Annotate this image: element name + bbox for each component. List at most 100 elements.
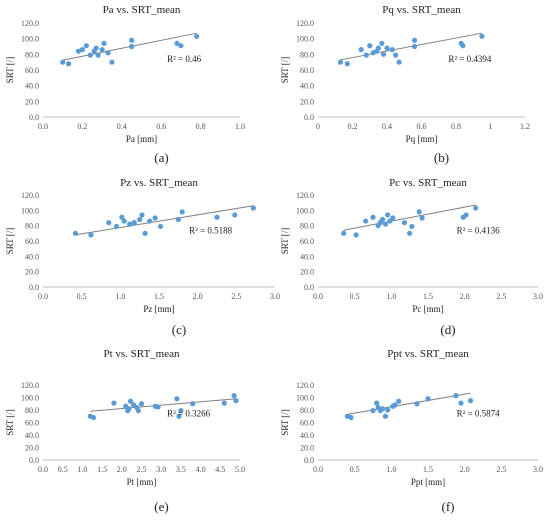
y-tick-label: 80.0 xyxy=(300,50,314,59)
x-tick-label: 3.0 xyxy=(533,465,543,474)
x-tick-label: 1.0 xyxy=(386,465,396,474)
x-tick-label: 2.5 xyxy=(496,292,506,301)
data-point xyxy=(363,218,369,224)
x-tick-label: 1.0 xyxy=(235,122,245,131)
data-point xyxy=(175,216,181,223)
data-point xyxy=(385,212,391,218)
r-squared-label: R² = 0.4394 xyxy=(448,54,492,64)
data-point xyxy=(460,43,466,49)
data-point xyxy=(152,215,158,221)
x-tick-label: 0.4 xyxy=(117,122,127,131)
x-tick-label: 0.2 xyxy=(77,122,87,131)
y-tick-label: 80.0 xyxy=(25,406,39,415)
data-point xyxy=(179,209,185,215)
data-point xyxy=(99,47,105,53)
scatter-panel-6: Ppt vs. SRT_mean 0.0 20.0 40.0 60.0 80.0 100.0… xyxy=(280,348,543,514)
y-tick-label: 60.0 xyxy=(300,66,314,75)
data-point xyxy=(382,413,389,419)
data-point xyxy=(72,230,79,236)
data-point xyxy=(88,232,94,238)
x-tick-label: 1.0 xyxy=(115,292,125,301)
x-tick-label: 0.5 xyxy=(77,292,87,301)
x-axis-label: Pc [mm] xyxy=(412,304,443,314)
x-tick-label: 0.0 xyxy=(38,122,48,131)
data-point xyxy=(412,43,418,50)
data-point xyxy=(221,400,227,406)
x-tick-label: 2.0 xyxy=(460,465,470,474)
y-tick-label: 80.0 xyxy=(25,222,39,231)
x-tick-label: 0 xyxy=(316,122,320,131)
x-tick-label: 1.5 xyxy=(154,292,164,301)
data-point xyxy=(121,218,127,224)
data-point xyxy=(367,43,373,49)
x-tick-label: 0.5 xyxy=(350,292,360,301)
y-tick-label: 60.0 xyxy=(300,237,314,246)
data-point xyxy=(353,232,359,238)
trendline xyxy=(343,204,476,231)
data-point xyxy=(174,40,180,46)
data-point xyxy=(113,223,120,230)
data-point xyxy=(174,396,180,402)
data-point xyxy=(390,215,396,221)
chart-title: Pq vs. SRT_mean xyxy=(382,4,461,16)
data-point xyxy=(396,398,402,404)
scatter-panel-5: Pt vs. SRT_mean 0.0 20.0 40.0 60.0 80.0 100.0 1… xyxy=(5,348,245,514)
data-point xyxy=(142,230,148,236)
x-tick-label: 2.0 xyxy=(193,292,203,301)
data-point xyxy=(374,400,380,406)
y-tick-label: 80.0 xyxy=(300,406,314,415)
y-tick-label: 20.0 xyxy=(300,444,314,453)
y-tick-label: 120.0 xyxy=(296,381,314,390)
data-point xyxy=(337,59,344,65)
data-point xyxy=(416,209,422,215)
x-tick-label: 1 xyxy=(489,122,493,131)
data-point xyxy=(419,215,425,221)
x-tick-label: 0.8 xyxy=(451,122,461,131)
data-point xyxy=(341,230,347,236)
x-tick-label: 0.0 xyxy=(38,292,48,301)
data-point xyxy=(231,393,237,399)
y-tick-label: 0.0 xyxy=(29,283,39,292)
x-axis-label: Pt [mm] xyxy=(127,477,157,487)
y-tick-label: 20.0 xyxy=(300,268,314,277)
y-tick-label: 100.0 xyxy=(21,206,39,215)
y-tick-label: 100.0 xyxy=(296,394,314,403)
y-tick-label: 80.0 xyxy=(300,222,314,231)
data-point xyxy=(135,408,141,414)
data-point xyxy=(95,52,101,58)
r-squared-label: R² = 0.5188 xyxy=(189,225,233,235)
r-squared-label: R² = 0.5874 xyxy=(457,408,501,418)
y-tick-label: 0.0 xyxy=(29,456,39,465)
y-tick-label: 20.0 xyxy=(300,97,314,106)
data-point xyxy=(467,398,474,404)
data-point xyxy=(479,33,485,39)
data-point xyxy=(87,52,93,58)
data-point xyxy=(379,40,385,46)
scatter-panel-1: Pa vs. SRT_mean 0.0 20.0 40.0 60.0 80.0 100.0 1… xyxy=(5,4,245,165)
y-axis-label: SRT [/] xyxy=(280,409,290,436)
x-tick-label: 5.0 xyxy=(235,465,245,474)
r-squared-label: R² = 0.3266 xyxy=(167,408,211,418)
y-tick-label: 60.0 xyxy=(300,419,314,428)
y-tick-label: 120.0 xyxy=(21,19,39,28)
data-point xyxy=(79,47,85,53)
data-point xyxy=(137,216,143,223)
data-point xyxy=(412,37,418,43)
x-tick-label: 2.0 xyxy=(117,465,127,474)
data-point xyxy=(363,52,369,58)
data-point xyxy=(393,52,399,58)
x-tick-label: 1.5 xyxy=(423,465,433,474)
data-point xyxy=(370,408,376,414)
data-point xyxy=(375,45,381,51)
panel-caption: (f) xyxy=(442,499,455,514)
x-axis-label: Ppt [mm] xyxy=(411,477,445,487)
data-point xyxy=(409,223,415,230)
data-point xyxy=(129,37,135,43)
data-point xyxy=(382,221,389,227)
data-point xyxy=(458,400,464,406)
x-tick-label: 2.0 xyxy=(460,292,470,301)
chart-title: Pz vs. SRT_mean xyxy=(120,177,198,189)
x-tick-label: 1.2 xyxy=(520,122,530,131)
trendline xyxy=(75,205,254,236)
